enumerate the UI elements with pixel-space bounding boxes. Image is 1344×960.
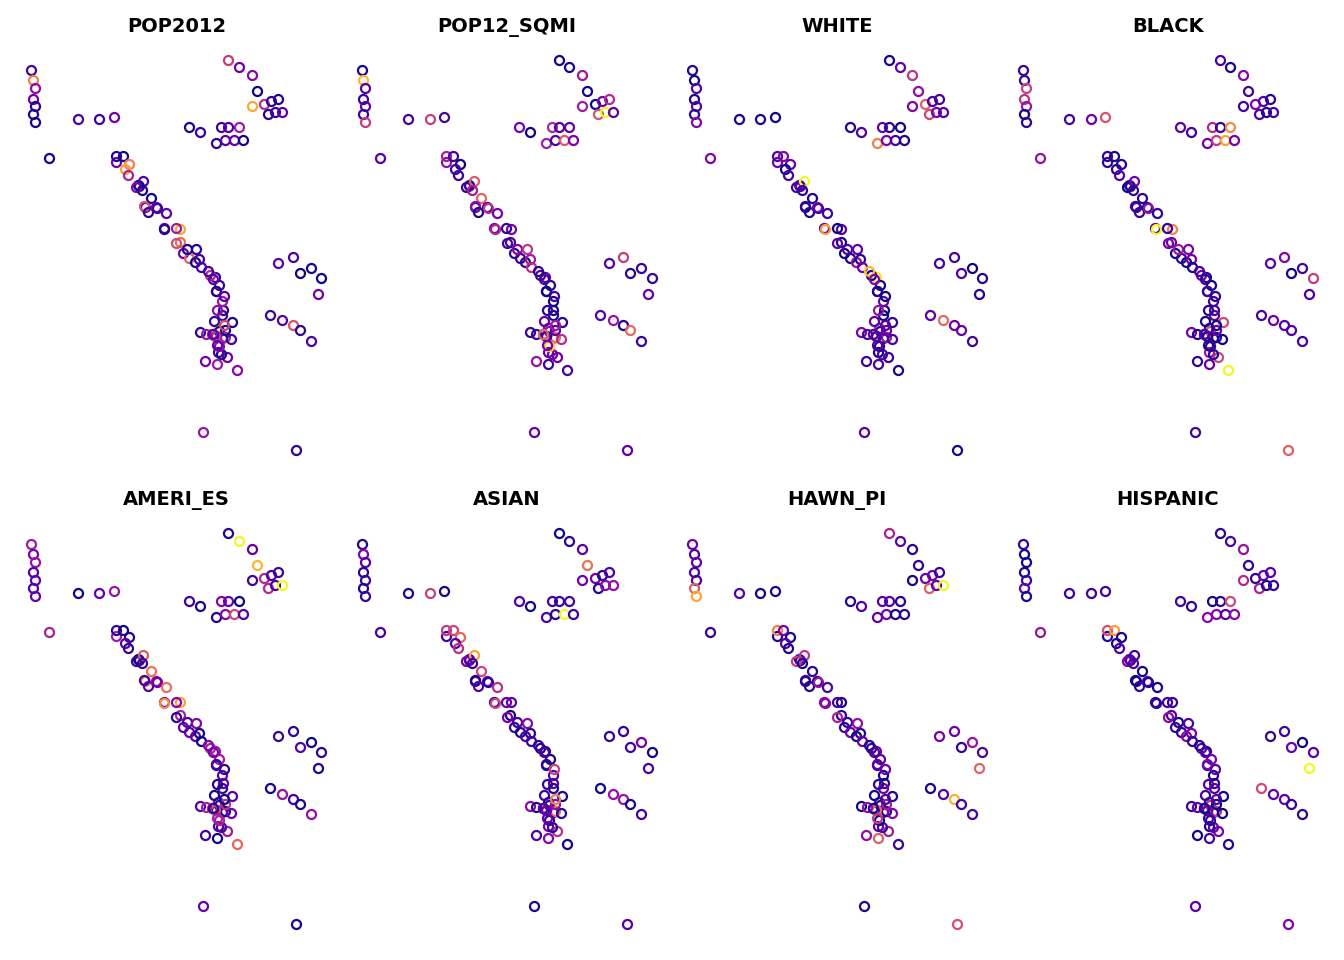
Title: BLACK: BLACK bbox=[1132, 16, 1203, 36]
Title: HISPANIC: HISPANIC bbox=[1117, 491, 1219, 510]
Title: POP12_SQMI: POP12_SQMI bbox=[437, 17, 577, 36]
Title: ASIAN: ASIAN bbox=[473, 491, 540, 510]
Title: WHITE: WHITE bbox=[801, 16, 874, 36]
Title: POP2012: POP2012 bbox=[126, 16, 226, 36]
Title: AMERI_ES: AMERI_ES bbox=[122, 492, 230, 511]
Title: HAWN_PI: HAWN_PI bbox=[788, 492, 887, 511]
